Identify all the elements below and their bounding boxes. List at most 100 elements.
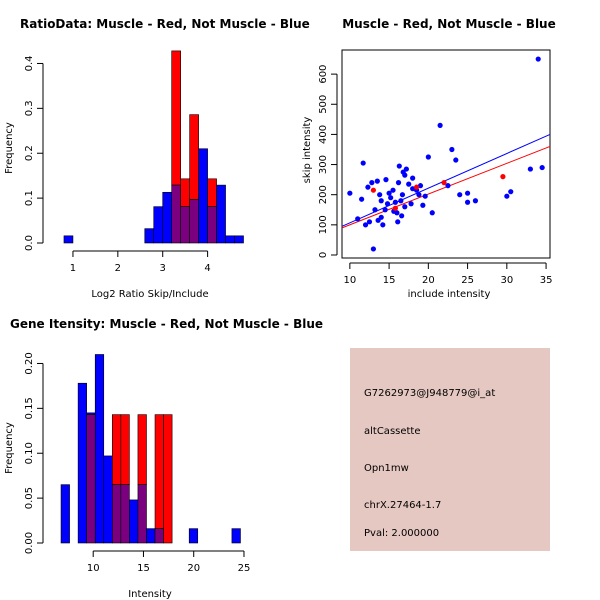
ratio-x-tick-label: 1 bbox=[70, 263, 76, 274]
intensity-bar-overlap bbox=[120, 484, 130, 544]
scatter-point-blue bbox=[380, 222, 386, 228]
ratio-x-axis-label: Log2 Ratio Skip/Include bbox=[91, 289, 208, 300]
scatter-x-tick-label: 15 bbox=[383, 275, 396, 286]
intensity-bar-overlap bbox=[154, 528, 164, 544]
scatter-point-red bbox=[500, 174, 506, 180]
scatter-point-red bbox=[370, 187, 376, 193]
scatter-point-blue bbox=[395, 219, 401, 225]
scatter-point-red bbox=[441, 180, 447, 186]
scatter-point-blue bbox=[453, 157, 459, 163]
scatter-point-blue bbox=[535, 56, 541, 62]
intensity-y-tick-label: 0.15 bbox=[24, 397, 35, 419]
intensity-y-tick-label: 0.10 bbox=[24, 442, 35, 464]
intensity-chart-title: Gene Itensity: Muscle - Red, Not Muscle … bbox=[10, 317, 323, 331]
intensity-y-tick-label: 0.05 bbox=[24, 487, 35, 509]
scatter-fit-line-blue bbox=[341, 133, 551, 227]
ratio-bar-blue bbox=[216, 184, 226, 244]
scatter-point-blue bbox=[399, 192, 406, 198]
intensity-x-axis-label: Intensity bbox=[128, 589, 172, 600]
scatter-point-blue bbox=[359, 196, 365, 202]
scatter-y-tick-label: 100 bbox=[318, 215, 329, 234]
ratio-bar-blue bbox=[234, 235, 244, 244]
intensity-x-tick-label: 15 bbox=[137, 563, 150, 574]
scatter-y-tick-label: 300 bbox=[318, 155, 329, 174]
scatter-x-tick-label: 10 bbox=[343, 275, 356, 286]
scatter-x-tick-label: 20 bbox=[422, 275, 435, 286]
scatter-point-blue bbox=[378, 214, 384, 220]
scatter-x-tick-label: 30 bbox=[500, 275, 513, 286]
scatter-y-tick-label: 200 bbox=[318, 185, 329, 204]
scatter-point-blue bbox=[355, 216, 361, 222]
gene-name-text: Opn1mw bbox=[364, 463, 409, 474]
ratio-y-tick-label: 0.3 bbox=[24, 100, 35, 116]
ratio-y-tick-label: 0.4 bbox=[24, 56, 35, 72]
scatter-point-blue bbox=[403, 166, 409, 172]
scatter-point-blue bbox=[399, 213, 405, 219]
scatter-point-blue bbox=[402, 204, 408, 210]
probe-id-text: G7262973@J948779@i_at bbox=[364, 388, 495, 399]
scatter-point-blue bbox=[445, 183, 451, 189]
scatter-point-blue bbox=[374, 178, 380, 184]
scatter-x-tick-label: 25 bbox=[461, 275, 474, 286]
intensity-x-tick-label: 25 bbox=[238, 563, 251, 574]
intensity-y-tick-label: 0.20 bbox=[24, 352, 35, 374]
scatter-point-blue bbox=[360, 160, 366, 166]
intensity-bar-blue bbox=[94, 354, 105, 544]
ratio-bar-blue bbox=[153, 206, 164, 244]
scatter-point-blue bbox=[372, 207, 378, 213]
scatter-y-tick-label: 0 bbox=[318, 252, 329, 258]
scatter-x-tick-label: 35 bbox=[540, 275, 553, 286]
info-panel: G7262973@J948779@i_at altCassette Opn1mw… bbox=[350, 348, 550, 551]
intensity-bar-red bbox=[154, 414, 164, 529]
ratio-x-tick-label: 3 bbox=[160, 263, 166, 274]
scatter-point-blue bbox=[365, 184, 371, 190]
location-text: chrX.27464-1.7 bbox=[364, 500, 441, 511]
ratio-bar-red bbox=[189, 114, 199, 200]
intensity-bar-red bbox=[137, 414, 147, 485]
intensity-bar-blue bbox=[188, 528, 199, 544]
scatter-point-blue bbox=[406, 181, 412, 187]
scatter-point-blue bbox=[390, 187, 396, 193]
scatter-point-blue bbox=[527, 166, 533, 172]
info-background bbox=[350, 348, 550, 551]
ratio-bar-red bbox=[171, 50, 181, 186]
scatter-x-axis-label: include intensity bbox=[408, 289, 491, 300]
scatter-y-tick-label: 500 bbox=[318, 95, 329, 114]
intensity-bar-red bbox=[111, 414, 122, 485]
ratio-bar-red bbox=[180, 178, 190, 207]
scatter-panel: Muscle - Red, Not Muscle - Blue 10 15 20 25… bbox=[302, 17, 556, 300]
scatter-y-tick-label: 600 bbox=[318, 65, 329, 84]
scatter-y-axis-label: skip intensity bbox=[302, 117, 313, 184]
scatter-point-blue bbox=[362, 222, 369, 228]
ratio-histogram-panel: RatioData: Muscle - Red, Not Muscle - Bl… bbox=[4, 17, 310, 300]
scatter-point-red bbox=[413, 184, 420, 190]
scatter-point-blue bbox=[347, 190, 353, 196]
event-type-text: altCassette bbox=[364, 426, 421, 437]
intensity-bar-overlap bbox=[137, 484, 147, 544]
ratio-bar-blue bbox=[144, 228, 155, 244]
ratio-y-axis-label: Frequency bbox=[4, 122, 15, 174]
scatter-point-blue bbox=[539, 164, 545, 171]
ratio-bar-blue bbox=[198, 148, 208, 244]
scatter-point-blue bbox=[395, 180, 402, 186]
scatter-point-blue bbox=[383, 177, 389, 183]
scatter-point-blue bbox=[377, 192, 383, 198]
scatter-point-blue bbox=[472, 198, 479, 204]
scatter-point-blue bbox=[508, 189, 514, 195]
scatter-point-blue bbox=[410, 175, 416, 181]
scatter-point-blue bbox=[420, 202, 426, 208]
intensity-histogram-panel: Gene Itensity: Muscle - Red, Not Muscle … bbox=[4, 317, 323, 600]
scatter-point-blue bbox=[370, 246, 376, 252]
intensity-x-tick-label: 10 bbox=[87, 563, 100, 574]
scatter-point-red bbox=[392, 205, 398, 211]
intensity-bar-blue bbox=[129, 499, 139, 544]
ratio-bar-red bbox=[207, 178, 217, 207]
scatter-point-blue bbox=[378, 198, 384, 204]
scatter-point-blue bbox=[402, 172, 408, 178]
ratio-bar-blue bbox=[162, 191, 172, 244]
scatter-point-blue bbox=[394, 210, 400, 216]
scatter-point-blue bbox=[464, 190, 471, 196]
intensity-bar-blue bbox=[146, 528, 156, 544]
scatter-point-blue bbox=[366, 219, 373, 225]
ratio-bar-overlap bbox=[207, 206, 217, 244]
